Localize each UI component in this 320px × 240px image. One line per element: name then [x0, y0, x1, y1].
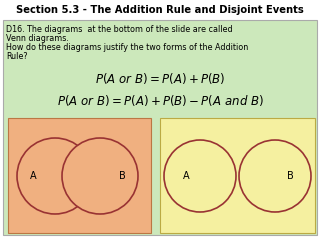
- FancyBboxPatch shape: [3, 20, 317, 235]
- Circle shape: [164, 140, 236, 212]
- Text: D16. The diagrams  at the bottom of the slide are called: D16. The diagrams at the bottom of the s…: [6, 25, 233, 34]
- Circle shape: [239, 140, 311, 212]
- Circle shape: [17, 138, 93, 214]
- Text: A: A: [183, 171, 189, 181]
- Text: Rule?: Rule?: [6, 52, 28, 61]
- Text: B: B: [119, 171, 125, 181]
- Text: Venn diagrams.: Venn diagrams.: [6, 34, 69, 43]
- Text: B: B: [287, 171, 293, 181]
- FancyBboxPatch shape: [160, 118, 315, 233]
- Text: $P(A\ \mathit{or}\ B) = P(A) + P(B) - P(A\ \mathit{and}\ B)$: $P(A\ \mathit{or}\ B) = P(A) + P(B) - P(…: [57, 92, 263, 108]
- Circle shape: [62, 138, 138, 214]
- Text: A: A: [30, 171, 36, 181]
- FancyBboxPatch shape: [8, 118, 151, 233]
- Text: Section 5.3 - The Addition Rule and Disjoint Events: Section 5.3 - The Addition Rule and Disj…: [16, 5, 304, 15]
- Text: $P(A\ \mathit{or}\ B) = P(A) + P(B)$: $P(A\ \mathit{or}\ B) = P(A) + P(B)$: [95, 71, 225, 85]
- Text: How do these diagrams justify the two forms of the Addition: How do these diagrams justify the two fo…: [6, 43, 248, 52]
